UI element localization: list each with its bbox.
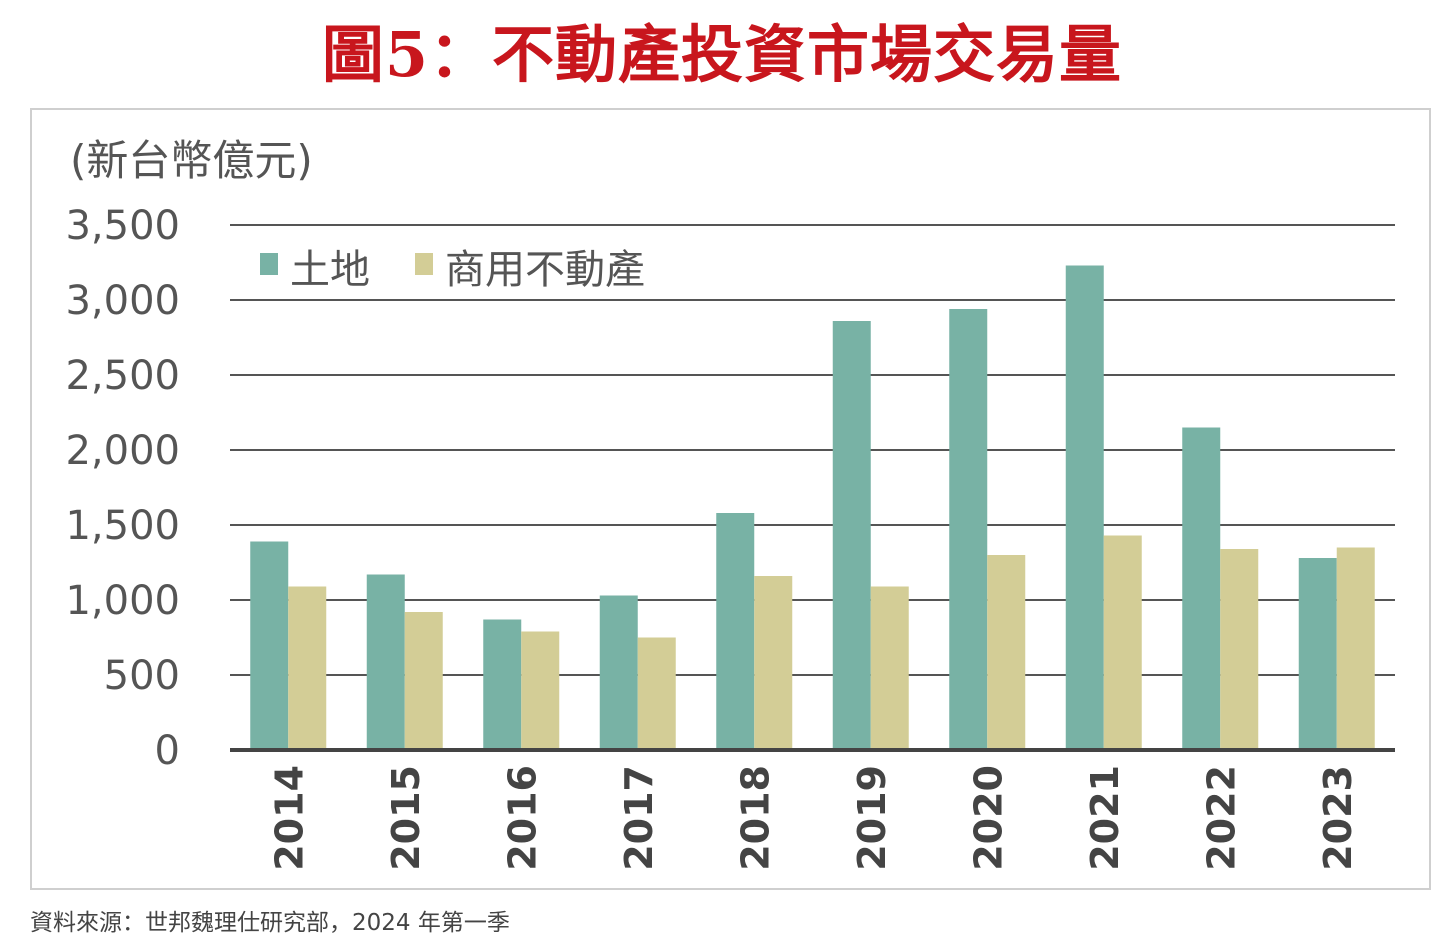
x-tick-label: 2016	[500, 765, 544, 871]
chart-frame	[30, 108, 1431, 890]
bar-commercial-2022	[1220, 549, 1259, 750]
bar-commercial-2015	[404, 612, 443, 750]
bar-land-2016	[483, 619, 522, 750]
y-tick-label: 0	[155, 728, 180, 774]
y-tick-label: 500	[104, 653, 180, 699]
y-tick-label: 1,500	[65, 503, 180, 549]
bar-commercial-2018	[754, 576, 793, 750]
y-tick-label: 3,000	[65, 278, 180, 324]
bar-land-2022	[1182, 427, 1221, 750]
legend-label: 土地	[290, 247, 370, 293]
legend-swatch	[260, 253, 278, 275]
bar-commercial-2017	[637, 637, 676, 750]
bar-commercial-2014	[288, 586, 327, 750]
y-tick-label: 3,500	[65, 203, 180, 249]
bar-commercial-2019	[870, 586, 909, 750]
x-tick-label: 2017	[617, 765, 661, 871]
x-tick-label: 2022	[1199, 765, 1243, 871]
legend-swatch	[415, 253, 433, 275]
x-tick-label: 2014	[267, 765, 311, 871]
chart-title: 圖5：不動產投資市場交易量	[321, 18, 1123, 91]
bar-commercial-2020	[987, 555, 1026, 750]
x-tick-label: 2015	[384, 765, 428, 871]
legend-label: 商用不動產	[445, 247, 645, 293]
bar-land-2015	[366, 574, 405, 750]
y-tick-label: 1,000	[65, 578, 180, 624]
bar-land-2020	[949, 309, 988, 750]
bar-land-2017	[599, 595, 638, 750]
x-tick-label: 2018	[733, 765, 777, 871]
bar-land-2014	[250, 541, 289, 750]
x-tick-label: 2021	[1083, 765, 1127, 871]
bar-commercial-2021	[1103, 535, 1142, 750]
y-tick-label: 2,500	[65, 353, 180, 399]
x-tick-label: 2019	[850, 765, 894, 871]
bar-land-2021	[1065, 265, 1104, 750]
x-tick-label: 2020	[966, 765, 1010, 871]
x-tick-label: 2023	[1316, 765, 1360, 871]
y-tick-label: 2,000	[65, 428, 180, 474]
y-axis-unit-label: (新台幣億元)	[70, 136, 313, 185]
bar-commercial-2016	[521, 631, 560, 750]
bar-land-2019	[832, 321, 871, 750]
source-note: 資料來源：世邦魏理仕研究部，2024 年第一季	[30, 910, 510, 936]
bar-land-2018	[716, 513, 755, 750]
bar-commercial-2023	[1336, 547, 1375, 750]
bar-land-2023	[1298, 558, 1337, 750]
